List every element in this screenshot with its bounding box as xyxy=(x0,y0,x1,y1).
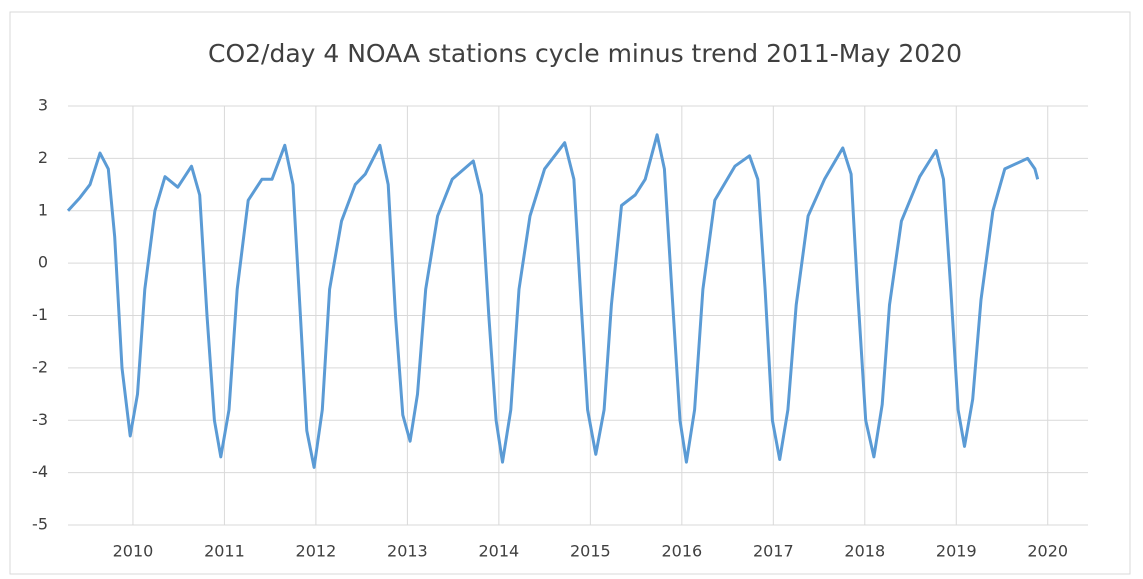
x-tick-label: 2018 xyxy=(844,542,885,561)
x-tick-label: 2011 xyxy=(204,542,245,561)
y-tick-label: 2 xyxy=(38,148,48,167)
y-tick-label: 3 xyxy=(38,96,48,115)
y-tick-label: 0 xyxy=(38,253,48,272)
y-tick-label: -2 xyxy=(32,357,48,376)
y-tick-label: -3 xyxy=(32,410,48,429)
data-line xyxy=(66,133,1040,469)
x-tick-label: 2012 xyxy=(296,542,337,561)
chart-frame xyxy=(9,11,1131,575)
y-tick-label: -5 xyxy=(32,515,48,534)
x-tick-label: 2019 xyxy=(936,542,977,561)
chart-title: CO2/day 4 NOAA stations cycle minus tren… xyxy=(208,39,962,68)
x-tick-label: 2017 xyxy=(753,542,794,561)
y-tick-label: -1 xyxy=(32,305,48,324)
x-tick-label: 2020 xyxy=(1027,542,1068,561)
x-tick-label: 2010 xyxy=(113,542,154,561)
y-tick-label: -4 xyxy=(32,462,48,481)
x-tick-label: 2014 xyxy=(479,542,520,561)
x-tick-label: 2015 xyxy=(570,542,611,561)
y-tick-label: 1 xyxy=(38,200,48,219)
x-tick-label: 2013 xyxy=(387,542,428,561)
x-tick-label: 2016 xyxy=(661,542,702,561)
